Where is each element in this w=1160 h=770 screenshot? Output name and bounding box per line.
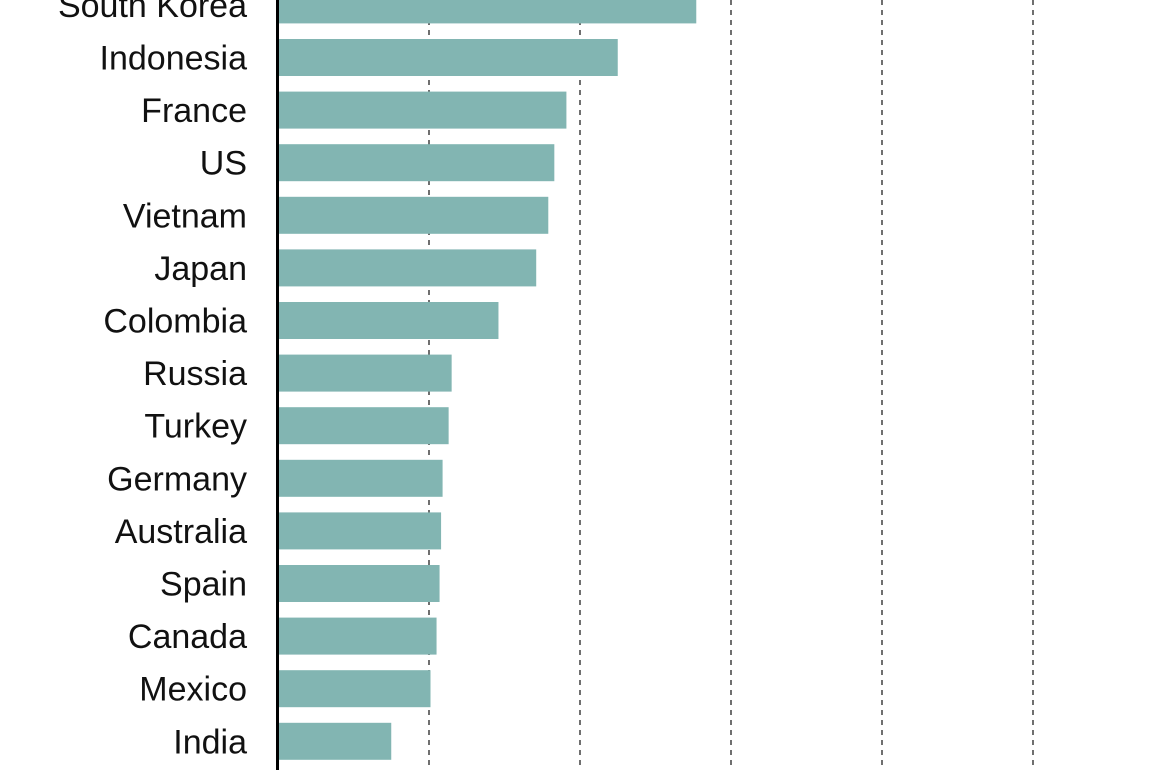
category-label: Indonesia [100,40,248,78]
bar-indonesia [278,39,618,76]
bar-mexico [278,670,431,708]
category-label: Vietnam [123,197,247,235]
bar-spain [278,565,440,602]
bar-turkey [278,407,449,445]
category-label: Mexico [139,671,247,709]
category-label: Colombia [103,303,247,341]
bar-south-korea [278,0,697,24]
bar-germany [278,459,443,497]
category-label: Japan [154,250,247,288]
category-label: Turkey [144,408,247,446]
category-label: France [141,92,247,130]
bar-vietnam [278,196,549,234]
bar-japan [278,249,537,287]
bar-us [278,144,555,182]
category-label: India [173,723,247,761]
category-label: Spain [160,566,247,604]
bar-australia [278,512,442,550]
bar-india [278,722,392,760]
bar-russia [278,354,452,392]
category-label: US [200,145,247,183]
category-label: Canada [128,618,247,656]
bar-canada [278,617,437,655]
bar-colombia [278,302,499,339]
bar-france [278,91,567,129]
category-label: Russia [143,355,247,393]
category-label: Australia [115,513,247,551]
category-label: Germany [107,460,247,498]
category-label: South Korea [58,0,247,25]
